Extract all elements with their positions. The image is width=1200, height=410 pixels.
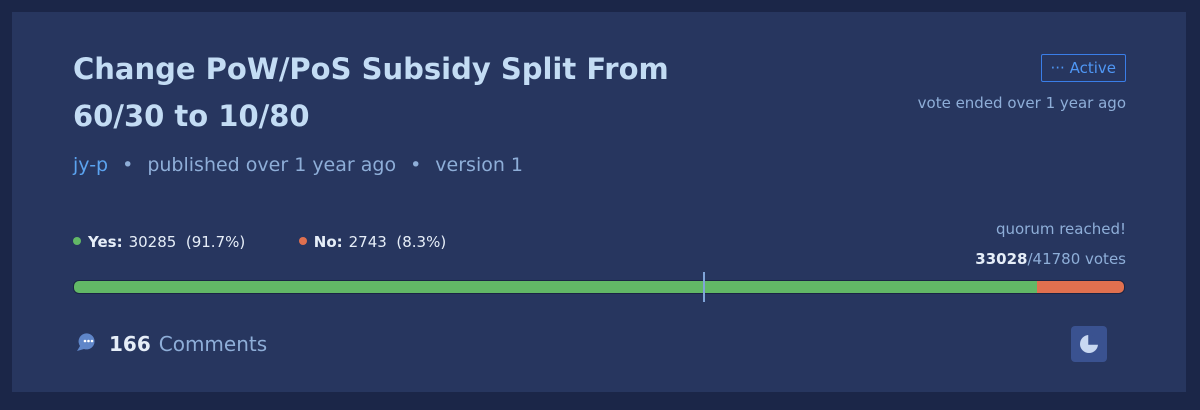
yes-votes: 30285: [128, 233, 177, 251]
badge-icon: ···: [1050, 59, 1070, 77]
comments-icon: [77, 333, 95, 351]
yes-dot: [73, 237, 81, 245]
yes-segment: [74, 281, 1037, 293]
proposal-card: Change PoW/PoS Subsidy Split From 60/30 …: [12, 12, 1186, 392]
comments-link[interactable]: 166 Comments: [73, 332, 267, 356]
no-label: No:: [313, 233, 343, 251]
vote-tally: 33028/41780 votes: [975, 250, 1126, 268]
votes-total: /41780 votes: [1027, 250, 1126, 268]
vote-bar: [73, 280, 1125, 294]
proposal-title[interactable]: Change PoW/PoS Subsidy Split From 60/30 …: [73, 52, 669, 133]
comments-label: Comments: [158, 332, 268, 356]
chart-button[interactable]: [1071, 326, 1107, 362]
no-segment: [1036, 281, 1124, 293]
status-text: Active: [1069, 59, 1116, 77]
votes-cast: 33028: [975, 250, 1028, 268]
separator: •: [122, 154, 134, 176]
published: published over 1 year ago: [147, 154, 397, 176]
no-votes: 2743: [348, 233, 387, 251]
comments-count: 166: [109, 332, 151, 356]
pie-icon: [1080, 333, 1100, 353]
pass-threshold: [703, 272, 705, 302]
yes-label: Yes:: [88, 233, 123, 251]
author[interactable]: jy-p: [73, 154, 109, 176]
version: version 1: [435, 154, 524, 176]
yes-percent: (91.7%): [185, 233, 246, 251]
no-dot: [298, 237, 307, 245]
vote-summary: Yes: 30285 (91.7%) No: 2743 (8.3%): [73, 233, 446, 251]
quorum-status: quorum reached!: [995, 220, 1126, 238]
vote-status: vote ended over 1 year ago: [917, 94, 1126, 112]
status-badge: ··· Active: [1040, 54, 1126, 82]
separator: •: [410, 154, 422, 176]
no-percent: (8.3%): [396, 233, 447, 251]
meta-row: jy-p • published over 1 year ago • version 1: [73, 154, 523, 176]
